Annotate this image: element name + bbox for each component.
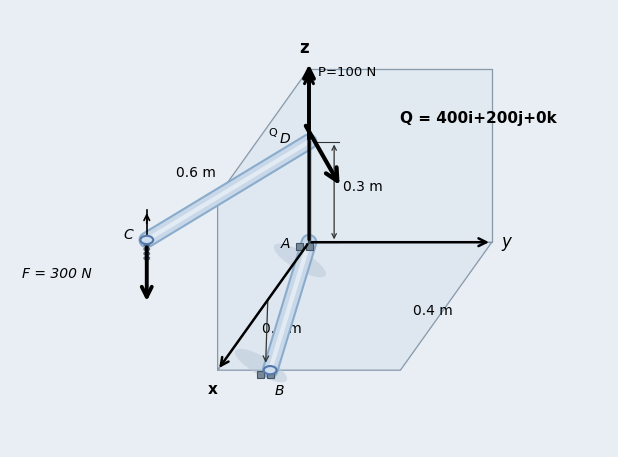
Text: B: B	[275, 384, 284, 398]
FancyBboxPatch shape	[307, 243, 313, 250]
Text: A: A	[281, 238, 290, 251]
FancyBboxPatch shape	[268, 371, 274, 378]
Polygon shape	[218, 242, 492, 370]
Text: 0.2 m: 0.2 m	[261, 322, 302, 336]
Text: P=100 N: P=100 N	[318, 66, 376, 79]
Polygon shape	[309, 69, 492, 242]
Ellipse shape	[264, 366, 276, 374]
Ellipse shape	[274, 244, 326, 277]
Text: 0.3 m: 0.3 m	[343, 181, 383, 194]
Text: Q: Q	[268, 128, 277, 138]
Ellipse shape	[235, 349, 287, 383]
Text: F = 300 N: F = 300 N	[22, 267, 92, 281]
Text: 0.6 m: 0.6 m	[176, 165, 216, 180]
Text: 0.4 m: 0.4 m	[413, 304, 452, 318]
Text: y: y	[501, 233, 511, 251]
Text: C: C	[124, 228, 133, 242]
Ellipse shape	[140, 236, 153, 244]
Text: D: D	[280, 133, 290, 146]
Polygon shape	[218, 69, 309, 370]
FancyBboxPatch shape	[257, 371, 264, 378]
Text: Q = 400i+200j+0k: Q = 400i+200j+0k	[400, 112, 557, 126]
Text: z: z	[300, 39, 309, 57]
FancyBboxPatch shape	[296, 243, 303, 250]
Text: x: x	[208, 382, 218, 397]
